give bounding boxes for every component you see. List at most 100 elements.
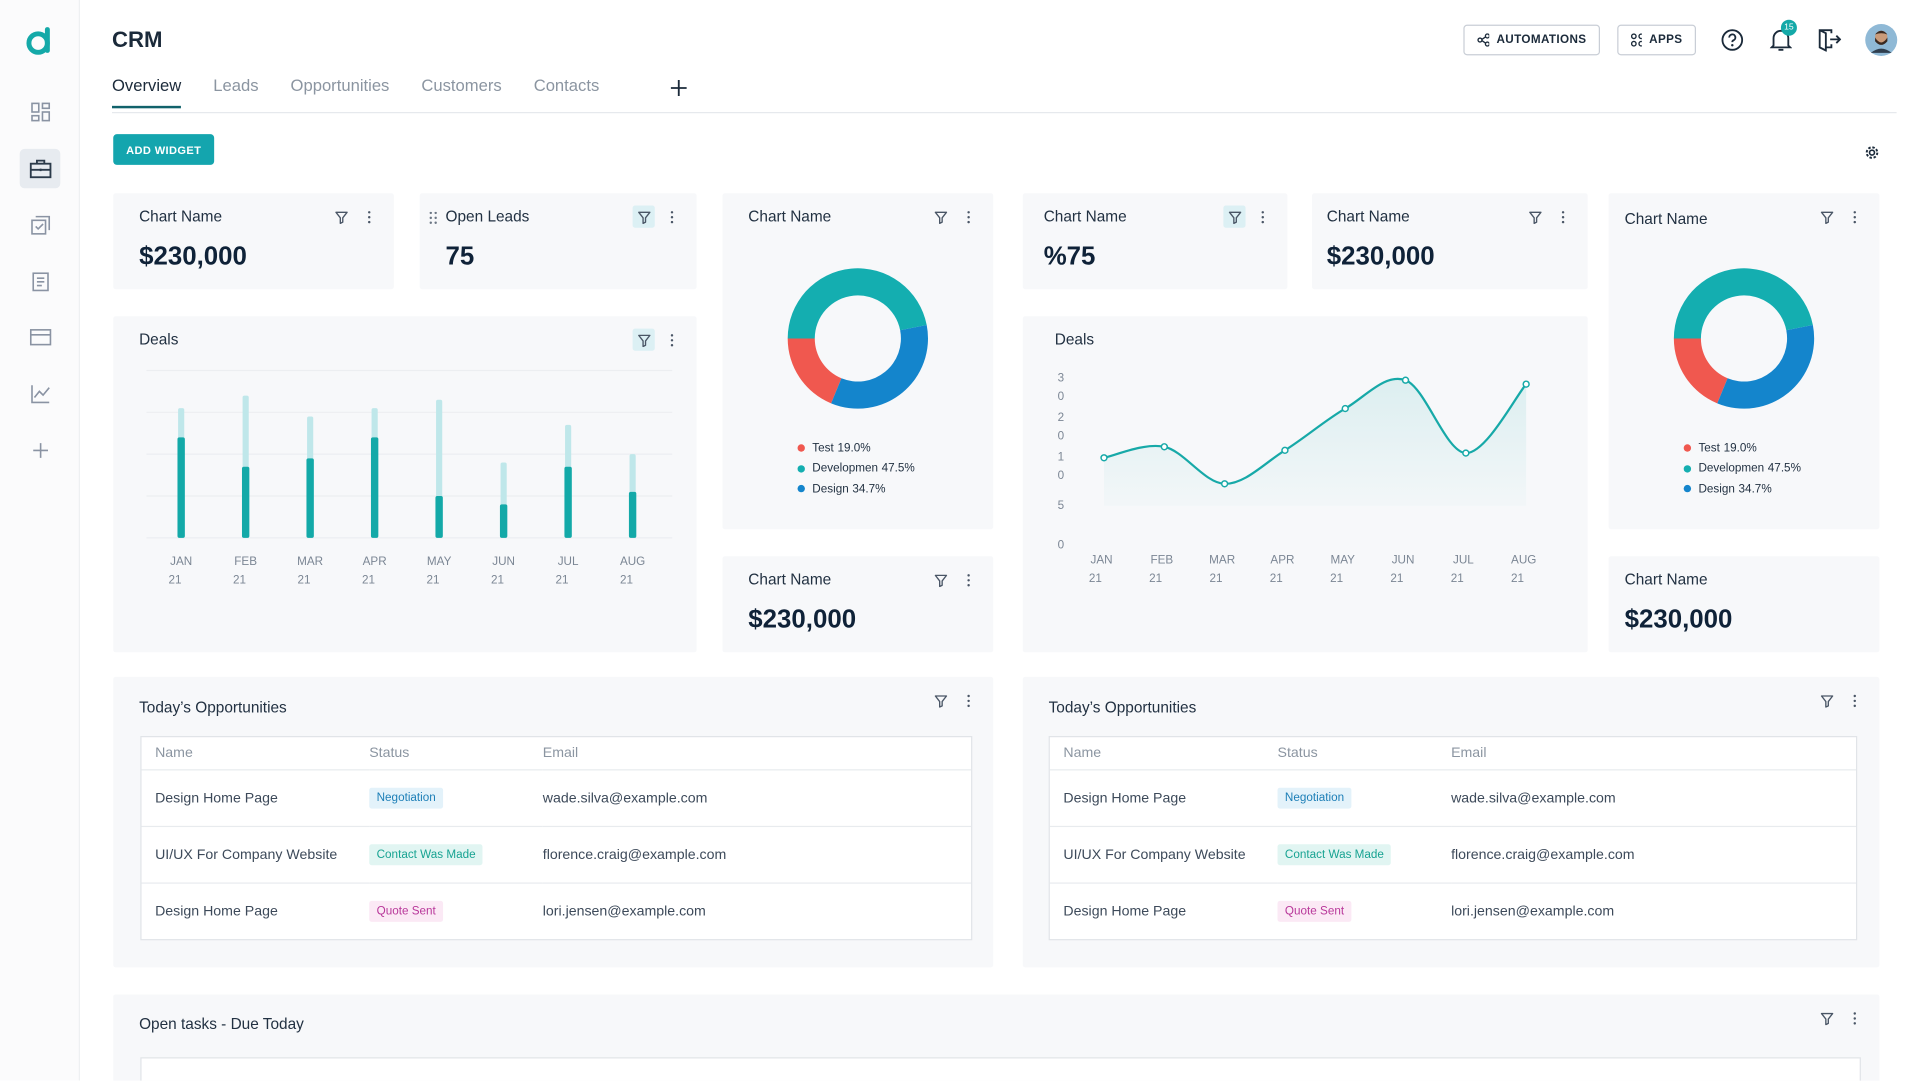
chart-title: Chart Name	[1624, 210, 1708, 228]
tab[interactable]: Overview	[111, 76, 182, 109]
card-tools	[929, 206, 979, 228]
more-button[interactable]	[958, 689, 980, 711]
more-button[interactable]	[1844, 1007, 1866, 1029]
table-row[interactable]: UI/UX For Company Website Contact Was Mad…	[141, 826, 972, 884]
user-avatar[interactable]	[1865, 23, 1898, 56]
legend: Test 19.0% Developmen 47.5% Design 34.7%	[797, 438, 915, 499]
bar	[628, 491, 637, 538]
table-row[interactable]: Design Home Page Negotiation wade.silva@ex…	[1049, 769, 1856, 828]
more-button[interactable]	[358, 206, 380, 228]
line-area	[1103, 378, 1527, 506]
drag-handle[interactable]	[429, 211, 437, 224]
donut-segment	[787, 268, 927, 339]
logout-icon[interactable]	[1818, 28, 1842, 52]
filter-button[interactable]	[1815, 689, 1837, 711]
filter-button[interactable]	[1524, 206, 1546, 228]
nav-billing[interactable]	[20, 318, 61, 357]
filter-button[interactable]	[1223, 205, 1246, 228]
x-tick-label: AUG	[620, 555, 645, 568]
automations-icon	[1477, 33, 1490, 47]
line-point	[1220, 480, 1229, 488]
table-cell: wade.silva@example.com	[542, 769, 972, 828]
add-widget-button[interactable]: ADD WIDGET	[113, 134, 215, 165]
x-tick-label: FEB	[1150, 554, 1173, 567]
nav-documents[interactable]	[20, 262, 61, 301]
legend-value: 47.5%	[1767, 461, 1801, 476]
bar	[499, 504, 508, 538]
kpi-card: Chart Name $230,000	[113, 193, 394, 290]
filter-button[interactable]	[1815, 206, 1837, 228]
x-tick-label: JUL	[558, 555, 579, 568]
filter-icon	[934, 694, 947, 708]
add-tab[interactable]	[670, 79, 687, 96]
column-header: Status	[1277, 737, 1452, 771]
filter-icon	[1228, 211, 1241, 224]
legend-swatch	[1683, 464, 1692, 473]
chart-title: Deals	[139, 331, 179, 349]
nav-crm[interactable]	[19, 148, 61, 189]
tab[interactable]: Opportunities	[290, 76, 390, 95]
table-row[interactable]: Design Home Page Negotiation wade.silva@ex…	[141, 769, 972, 828]
tab[interactable]: Leads	[213, 76, 259, 95]
nav-dashboard[interactable]	[20, 92, 61, 131]
logo[interactable]	[25, 25, 57, 57]
nav-reports[interactable]	[20, 374, 61, 413]
apps-button[interactable]: APPS	[1617, 24, 1696, 56]
x-tick-label: AUG	[1511, 554, 1536, 567]
filter-button[interactable]	[632, 328, 655, 351]
tab[interactable]: Customers	[421, 76, 502, 95]
more-button[interactable]	[958, 569, 980, 591]
more-button[interactable]	[1252, 206, 1274, 228]
x-tick-label: 21	[1089, 572, 1102, 585]
filter-icon	[1820, 1012, 1833, 1025]
more-button[interactable]	[958, 206, 980, 228]
legend-label: Developmen	[812, 461, 878, 476]
header-row: Name Status Email	[141, 737, 972, 771]
x-tick-label: 21	[1390, 572, 1403, 585]
legend-value: 19.0%	[837, 441, 871, 456]
filter-button[interactable]	[929, 689, 951, 711]
filter-icon	[1820, 211, 1833, 224]
donut-chart-card: Chart Name Test 19.0% Developmen 47.5% Desig…	[1608, 193, 1880, 530]
more-button[interactable]	[661, 206, 683, 228]
nav-add[interactable]	[20, 431, 61, 470]
chart-title: Chart Name	[748, 207, 832, 226]
table-cell: Quote Sent	[1277, 883, 1452, 939]
kpi-title: Chart Name	[1624, 571, 1708, 589]
table-head: Name Status Email	[1049, 737, 1856, 771]
more-icon	[1853, 210, 1856, 223]
table-card: Today’s Opportunities Name Status Email Des…	[113, 676, 994, 968]
table-row[interactable]: Design Home Page Quote Sent lori.jensen@ex…	[1050, 883, 1856, 939]
sidebar	[0, 0, 80, 1081]
more-button[interactable]	[1844, 206, 1866, 228]
filter-button[interactable]	[632, 205, 655, 228]
filter-button[interactable]	[929, 569, 951, 591]
more-button[interactable]	[661, 329, 683, 351]
table-row[interactable]: Design Home Page Quote Sent lori.jensen@ex…	[142, 883, 972, 939]
automations-label: AUTOMATIONS	[1496, 33, 1587, 47]
table-row[interactable]: UI/UX For Company Website Contact Was Mad…	[1049, 826, 1856, 884]
tab[interactable]: Contacts	[533, 76, 600, 95]
x-tick-label: 21	[426, 573, 439, 586]
donut-segment	[1673, 338, 1728, 404]
more-button[interactable]	[1552, 206, 1574, 228]
automations-button[interactable]: AUTOMATIONS	[1463, 24, 1600, 56]
x-tick-label: JUN	[492, 555, 515, 568]
filter-button[interactable]	[1815, 1007, 1837, 1029]
legend-value: 34.7%	[1738, 482, 1772, 496]
filter-button[interactable]	[330, 206, 352, 228]
table-cell: Negotiation	[369, 769, 543, 828]
kpi-value: 75	[445, 242, 475, 271]
more-icon	[1561, 210, 1565, 223]
help-icon[interactable]	[1721, 28, 1744, 51]
more-button[interactable]	[1844, 689, 1866, 711]
settings-icon[interactable]	[1865, 145, 1880, 160]
data-table: Name Status Email Design Home Page Negotiati…	[1049, 737, 1856, 939]
bar	[177, 437, 185, 538]
y-tick-label: 30	[1057, 371, 1065, 404]
status-pill: Negotiation	[1277, 787, 1352, 809]
filter-button[interactable]	[929, 206, 951, 228]
x-tick-label: 21	[1270, 572, 1283, 585]
nav-tasks[interactable]	[20, 206, 61, 245]
kpi-value: $230,000	[1326, 242, 1435, 271]
